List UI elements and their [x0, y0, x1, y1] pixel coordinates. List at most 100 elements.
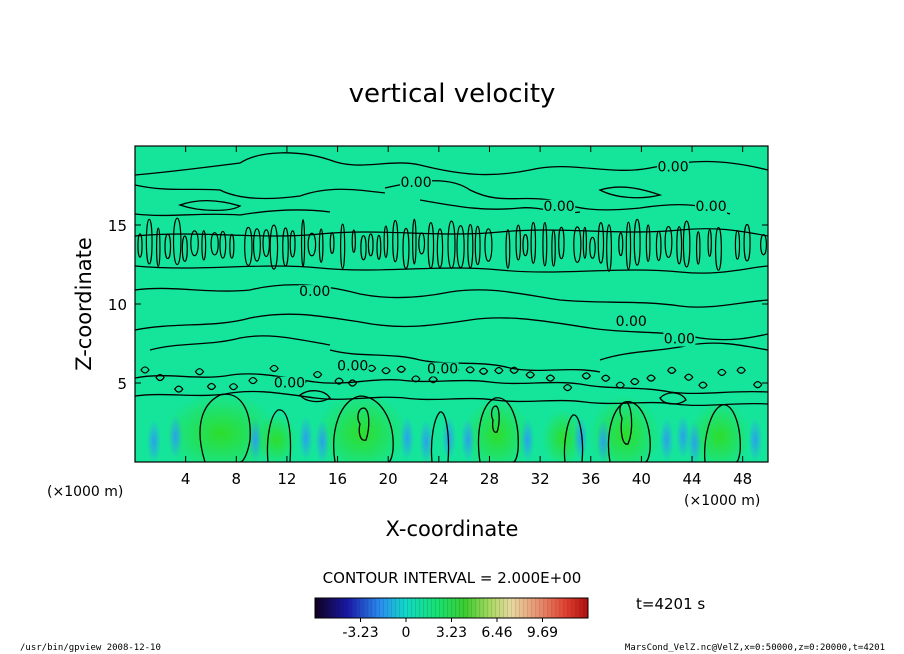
contour-band-top	[135, 228, 768, 237]
contour-cell	[618, 232, 624, 257]
y-tick-label: 15	[108, 217, 127, 235]
contour-cell	[269, 364, 279, 373]
x-tick-label: 48	[733, 470, 752, 488]
contour-cell	[734, 229, 741, 260]
contour-cell	[181, 235, 188, 262]
contour-band-bottom	[135, 265, 768, 274]
contour-cell	[229, 233, 235, 259]
downdraft-region	[460, 417, 475, 462]
contour-cell	[307, 232, 317, 257]
x-tick-label: 8	[232, 470, 242, 488]
contour-cell	[411, 375, 421, 383]
contour-cell	[558, 226, 565, 260]
contour-cell	[515, 224, 522, 261]
x-tick-label: 36	[581, 470, 600, 488]
colorbar-bands	[318, 599, 585, 617]
contour-cell	[396, 365, 406, 373]
contour-cell	[682, 220, 691, 268]
contour-cell	[655, 230, 662, 262]
contour-label-bg	[615, 315, 648, 330]
contour-cell	[366, 364, 377, 372]
contour-cell	[494, 366, 504, 375]
y-axis: 5 10 15	[108, 217, 768, 393]
contour-label: 0.00	[274, 376, 305, 392]
contour-interval-label: CONTOUR INTERVAL = 2.000E+00	[323, 569, 582, 587]
contour-label: 0.00	[664, 332, 695, 348]
contour-cell	[582, 226, 588, 259]
contour-label: 0.00	[657, 159, 688, 175]
footer-right: MarsCond_VelZ.nc@VelZ,x=0:50000,z=0:2000…	[625, 643, 885, 653]
contour-cell	[155, 227, 161, 268]
contour-cell	[484, 228, 493, 262]
downdraft-region	[400, 416, 415, 461]
x-tick-label: 44	[682, 470, 701, 488]
contour-cell	[351, 229, 356, 254]
x-unit-right: (×1000 m)	[684, 493, 760, 509]
contour-cell	[206, 382, 217, 391]
y-tick-label: 5	[117, 375, 127, 393]
colorbar-tick-label: 0	[402, 625, 411, 641]
x-tick-label: 12	[277, 470, 296, 488]
contour-cell	[698, 381, 708, 389]
contour-cell	[137, 233, 143, 258]
colorbar-tick-label: 6.46	[481, 625, 512, 641]
contour-cell	[664, 225, 673, 259]
contour-cell	[474, 225, 481, 266]
contour-cell	[509, 366, 519, 374]
contour-cell	[589, 236, 596, 259]
contour-cell	[707, 228, 712, 257]
downdraft-region	[520, 417, 535, 462]
contour-label-bg	[426, 362, 459, 377]
contour-cell	[600, 374, 611, 382]
contour-cell	[164, 233, 172, 260]
contour-cell	[633, 218, 641, 266]
downdraft-region	[596, 419, 611, 462]
contour-cell	[667, 366, 677, 374]
contour-labels: 0.00 0.00 0.00 0.00 0.00 0.00 0.00 0.00 0.00 0.00	[273, 159, 728, 392]
contour-label-bg	[273, 376, 306, 391]
contour-cell	[219, 230, 227, 259]
contour-cell	[318, 228, 324, 263]
contour-cell	[714, 226, 722, 271]
contour-cell	[581, 372, 592, 380]
plot-area: 0.00 0.00 0.00 0.00 0.00 0.00 0.00 0.00 0.00 0.00	[135, 146, 768, 462]
downdraft-region	[659, 417, 674, 462]
contour-cell	[615, 381, 625, 389]
contour-cell	[436, 228, 444, 269]
contour-cell	[376, 234, 382, 260]
colorbar-tick-label: 9.69	[527, 625, 558, 641]
contour-label: 0.00	[299, 284, 330, 300]
downdraft-region	[676, 414, 691, 459]
contour-label-bg	[400, 176, 433, 191]
contour-cell	[752, 381, 763, 389]
contour-cell	[676, 226, 683, 265]
x-tick-label: 20	[379, 470, 398, 488]
contour-cell	[645, 224, 651, 263]
x-tick-label: 24	[429, 470, 448, 488]
downdraft-region	[441, 416, 456, 461]
updraft-region	[256, 414, 298, 462]
x-unit-left: (×1000 m)	[47, 484, 123, 500]
downdraft-region	[298, 416, 313, 461]
contour-cell	[630, 377, 640, 386]
y-tick-label: 10	[108, 296, 127, 314]
contour-cell	[736, 366, 746, 374]
downdraft-region	[146, 419, 161, 462]
contour-cell	[155, 373, 165, 382]
contour-cell	[367, 233, 374, 257]
contour-cell	[228, 383, 239, 391]
contour-cell	[522, 234, 529, 257]
contour-cell	[606, 224, 612, 272]
contour-oscillations	[135, 217, 768, 393]
contour-label-bg	[298, 285, 331, 300]
contour-cell	[172, 217, 182, 266]
contour-cell	[412, 218, 417, 265]
time-label: t=4201 s	[636, 595, 705, 613]
contour-label-bg	[543, 199, 576, 214]
x-tick-label: 16	[328, 470, 347, 488]
colorbar-tick-label: -3.23	[342, 625, 378, 641]
downdraft-region	[315, 419, 330, 462]
contour-cell	[542, 221, 548, 267]
contour-cell	[201, 230, 207, 261]
